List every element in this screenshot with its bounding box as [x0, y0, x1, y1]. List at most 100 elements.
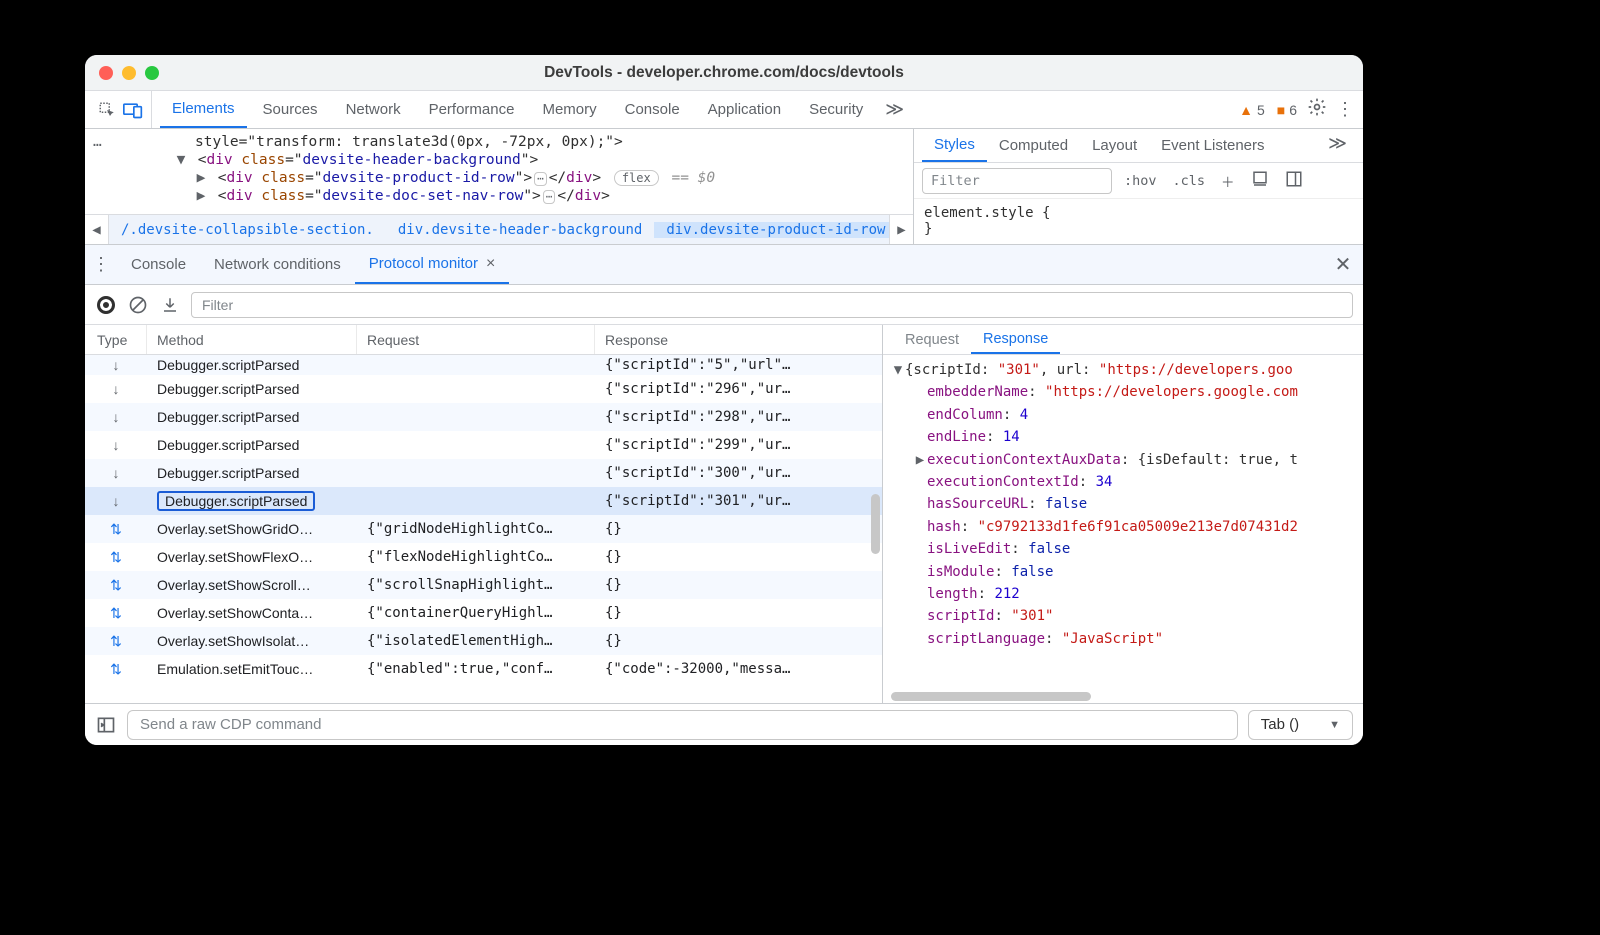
main-tabs: ElementsSourcesNetworkPerformanceMemoryC…	[152, 91, 875, 128]
styles-filter-row: Filter :hov .cls ＋	[914, 163, 1363, 199]
detail-pane: RequestResponse ▼{scriptId: "301", url: …	[883, 325, 1363, 703]
styles-tab-event-listeners[interactable]: Event Listeners	[1149, 129, 1276, 162]
col-header-method[interactable]: Method	[147, 325, 357, 354]
log-row[interactable]: ↓Debugger.scriptParsed{"scriptId":"299",…	[85, 431, 882, 459]
log-row[interactable]: ⇅Overlay.setShowConta…{"containerQueryHi…	[85, 599, 882, 627]
main-tab-network[interactable]: Network	[334, 91, 413, 128]
dom-attr-val: devsite-doc-set-nav-row	[323, 188, 524, 204]
styles-tabs: StylesComputedLayoutEvent Listeners	[914, 129, 1363, 163]
cdp-command-input[interactable]: Send a raw CDP command	[127, 710, 1238, 740]
col-header-response[interactable]: Response	[595, 325, 882, 354]
issues-badge[interactable]: ■ 6	[1271, 102, 1303, 118]
devtools-window: DevTools - developer.chrome.com/docs/dev…	[85, 55, 1363, 745]
json-property[interactable]: scriptId: "301"	[891, 605, 1363, 627]
protocol-filter-input[interactable]: Filter	[191, 292, 1353, 318]
drawer-tabs: ⋮ ConsoleNetwork conditionsProtocol moni…	[85, 245, 1363, 285]
cls-toggle[interactable]: .cls	[1169, 173, 1210, 189]
new-style-icon[interactable]: ＋	[1217, 171, 1239, 191]
settings-icon[interactable]	[1303, 97, 1331, 122]
window-title: DevTools - developer.chrome.com/docs/dev…	[85, 64, 1363, 82]
styles-tab-styles[interactable]: Styles	[922, 129, 987, 162]
styles-tab-computed[interactable]: Computed	[987, 129, 1080, 162]
main-tab-application[interactable]: Application	[696, 91, 793, 128]
main-toolbar: ElementsSourcesNetworkPerformanceMemoryC…	[85, 91, 1363, 129]
drawer-menu-icon[interactable]: ⋮	[85, 254, 117, 275]
breadcrumb-right-icon[interactable]: ▶	[889, 215, 913, 244]
target-select[interactable]: Tab () ▼	[1248, 710, 1353, 740]
main-tab-sources[interactable]: Sources	[251, 91, 330, 128]
flex-badge[interactable]: flex	[614, 170, 659, 186]
log-row[interactable]: ↓Debugger.scriptParsed{"scriptId":"5","u…	[85, 355, 882, 375]
main-tab-elements[interactable]: Elements	[160, 91, 247, 128]
drawer-close-icon[interactable]: ✕	[1323, 252, 1363, 277]
dom-text: style="transform: translate3d(0px, -72px…	[195, 134, 623, 150]
drawer-tab-network-conditions[interactable]: Network conditions	[200, 245, 355, 284]
json-property[interactable]: ▶executionContextAuxData: {isDefault: tr…	[891, 449, 1363, 471]
dom-attr: class	[241, 152, 285, 168]
col-header-type[interactable]: Type	[85, 325, 147, 354]
log-row[interactable]: ↓Debugger.scriptParsed{"scriptId":"298",…	[85, 403, 882, 431]
styles-filter-input[interactable]: Filter	[922, 168, 1112, 194]
dom-attr-val: devsite-header-background	[303, 152, 521, 168]
main-tab-performance[interactable]: Performance	[417, 91, 527, 128]
device-toolbar-icon[interactable]	[123, 100, 143, 120]
log-row[interactable]: ⇅Overlay.setShowIsolat…{"isolatedElement…	[85, 627, 882, 655]
styles-tab-layout[interactable]: Layout	[1080, 129, 1149, 162]
clear-button[interactable]	[127, 294, 149, 316]
response-json[interactable]: ▼{scriptId: "301", url: "https://develop…	[883, 355, 1363, 703]
log-rows[interactable]: ↓Debugger.scriptParsed{"scriptId":"5","u…	[85, 355, 882, 703]
json-property[interactable]: hash: "c9792133d1fe6f91ca05009e213e7d074…	[891, 516, 1363, 538]
log-row[interactable]: ⇅Emulation.setEmitTouc…{"enabled":true,"…	[85, 655, 882, 683]
breadcrumb-item-selected[interactable]: div.devsite-product-id-row	[654, 222, 889, 238]
log-row[interactable]: ↓Debugger.scriptParsed{"scriptId":"296",…	[85, 375, 882, 403]
more-tabs-icon[interactable]: ≫	[875, 99, 914, 120]
drawer-tab-protocol-monitor[interactable]: Protocol monitor×	[355, 245, 510, 284]
chevron-down-icon: ▼	[1329, 719, 1340, 731]
main-tab-security[interactable]: Security	[797, 91, 875, 128]
json-property[interactable]: length: 212	[891, 583, 1363, 605]
json-property[interactable]: endColumn: 4	[891, 404, 1363, 426]
hov-toggle[interactable]: :hov	[1120, 173, 1161, 189]
computed-toggle-icon[interactable]	[1247, 170, 1273, 192]
json-property[interactable]: executionContextId: 34	[891, 471, 1363, 493]
layout-toggle-icon[interactable]	[1281, 170, 1307, 192]
json-property[interactable]: hasSourceURL: false	[891, 493, 1363, 515]
main-tab-console[interactable]: Console	[613, 91, 692, 128]
issue-icon: ■	[1277, 102, 1285, 118]
detail-tab-response[interactable]: Response	[971, 325, 1060, 354]
col-header-request[interactable]: Request	[357, 325, 595, 354]
zoom-window-button[interactable]	[145, 66, 159, 80]
log-row[interactable]: ⇅Overlay.setShowGridO…{"gridNodeHighligh…	[85, 515, 882, 543]
json-property[interactable]: isLiveEdit: false	[891, 538, 1363, 560]
protocol-monitor-body: Type Method Request Response ↓Debugger.s…	[85, 325, 1363, 703]
styles-body[interactable]: element.style { }	[914, 199, 1363, 243]
dom-tree[interactable]: … style="transform: translate3d(0px, -72…	[85, 129, 913, 244]
toggle-sidebar-icon[interactable]	[95, 714, 117, 736]
main-tab-memory[interactable]: Memory	[530, 91, 608, 128]
json-property[interactable]: endLine: 14	[891, 426, 1363, 448]
scrollbar-thumb[interactable]	[871, 494, 880, 554]
horizontal-scrollbar[interactable]	[891, 692, 1091, 701]
inspect-icon[interactable]	[97, 100, 117, 120]
kebab-menu-icon[interactable]: ⋮	[1331, 99, 1359, 120]
log-row[interactable]: ⇅Overlay.setShowFlexO…{"flexNodeHighligh…	[85, 543, 882, 571]
minimize-window-button[interactable]	[122, 66, 136, 80]
json-property[interactable]: isModule: false	[891, 561, 1363, 583]
log-row[interactable]: ↓Debugger.scriptParsed{"scriptId":"300",…	[85, 459, 882, 487]
close-tab-icon[interactable]: ×	[486, 255, 495, 273]
log-row[interactable]: ↓Debugger.scriptParsed{"scriptId":"301",…	[85, 487, 882, 515]
record-button[interactable]	[95, 294, 117, 316]
more-styles-tabs-icon[interactable]: ≫	[1318, 133, 1357, 154]
breadcrumb-item[interactable]: div.devsite-header-background	[386, 222, 654, 238]
breadcrumb-left-icon[interactable]: ◀	[85, 215, 109, 244]
warning-count: 5	[1257, 102, 1265, 118]
json-property[interactable]: scriptLanguage: "JavaScript"	[891, 628, 1363, 650]
warnings-badge[interactable]: ▲ 5	[1233, 102, 1271, 118]
json-property[interactable]: embedderName: "https://developers.google…	[891, 381, 1363, 403]
drawer-tab-console[interactable]: Console	[117, 245, 200, 284]
save-button[interactable]	[159, 294, 181, 316]
log-row[interactable]: ⇅Overlay.setShowScroll…{"scrollSnapHighl…	[85, 571, 882, 599]
breadcrumb-item[interactable]: /.devsite-collapsible-section.	[109, 222, 386, 238]
close-window-button[interactable]	[99, 66, 113, 80]
detail-tab-request[interactable]: Request	[893, 325, 971, 354]
